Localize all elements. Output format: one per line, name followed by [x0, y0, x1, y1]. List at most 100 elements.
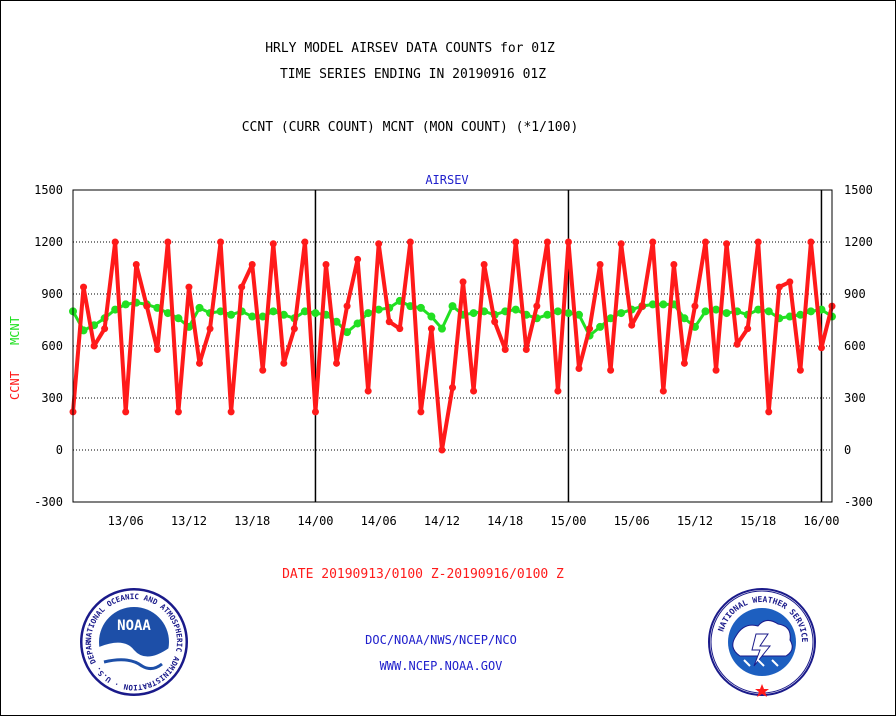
data-point-ccnt: [596, 261, 604, 269]
data-point-ccnt: [206, 325, 214, 333]
y-tick-label-left: 600: [41, 339, 63, 353]
data-point-ccnt: [670, 261, 678, 269]
data-point-ccnt: [438, 446, 446, 454]
data-point-ccnt: [680, 359, 688, 367]
data-point-mcnt: [374, 305, 383, 314]
data-point-ccnt: [290, 325, 298, 333]
x-tick-label: 15/12: [677, 514, 713, 528]
x-tick-label: 14/18: [487, 514, 523, 528]
plot-title-airsev: AIRSEV: [425, 173, 468, 187]
x-tick-label: 15/00: [550, 514, 586, 528]
data-point-mcnt: [427, 312, 436, 321]
data-point-mcnt: [722, 309, 731, 318]
data-point-ccnt: [153, 345, 161, 353]
data-point-ccnt: [259, 366, 267, 374]
data-point-ccnt: [459, 278, 467, 286]
data-point-mcnt: [606, 314, 615, 323]
data-point-mcnt: [659, 300, 668, 309]
data-point-mcnt: [174, 314, 183, 323]
data-point-mcnt: [448, 302, 457, 311]
series-layer: [69, 238, 836, 454]
data-point-ccnt: [227, 408, 235, 416]
data-point-ccnt: [617, 240, 625, 248]
yaxis-label-mcnt: MCNT: [8, 316, 22, 345]
data-point-ccnt: [533, 302, 541, 310]
data-point-ccnt: [628, 321, 636, 329]
data-point-ccnt: [712, 366, 720, 374]
data-point-ccnt: [333, 359, 341, 367]
data-point-mcnt: [279, 310, 288, 319]
data-point-mcnt: [353, 319, 362, 328]
data-point-ccnt: [343, 302, 351, 310]
data-point-ccnt: [185, 283, 193, 291]
data-point-mcnt: [701, 307, 710, 316]
data-point-ccnt: [122, 408, 130, 416]
data-point-ccnt: [269, 240, 277, 248]
data-point-ccnt: [427, 325, 435, 333]
data-point-mcnt: [469, 309, 478, 318]
chart-subtitle: CCNT (CURR COUNT) MCNT (MON COUNT) (*1/1…: [242, 120, 579, 135]
data-point-ccnt: [385, 318, 393, 326]
data-point-ccnt: [543, 238, 551, 246]
chart-title-line1: HRLY MODEL AIRSEV DATA COUNTS for 01Z: [265, 41, 555, 56]
data-point-mcnt: [806, 307, 815, 316]
x-tick-label: 13/12: [171, 514, 207, 528]
plot-border: [72, 189, 833, 503]
data-point-ccnt: [522, 345, 530, 353]
y-tick-label-right: 0: [844, 443, 851, 457]
data-point-ccnt: [512, 238, 520, 246]
data-point-mcnt: [163, 309, 172, 318]
data-point-ccnt: [480, 261, 488, 269]
x-tick-label: 14/12: [424, 514, 460, 528]
data-point-ccnt: [101, 325, 109, 333]
data-point-mcnt: [437, 324, 446, 333]
data-point-mcnt: [416, 303, 425, 312]
x-tick-label: 13/06: [108, 514, 144, 528]
data-point-mcnt: [764, 307, 773, 316]
data-point-ccnt: [280, 359, 288, 367]
data-point-ccnt: [248, 261, 256, 269]
data-point-mcnt: [680, 314, 689, 323]
data-point-ccnt: [90, 342, 98, 350]
data-point-ccnt: [607, 366, 615, 374]
y-tick-label-left: 900: [41, 287, 63, 301]
data-point-mcnt: [754, 305, 763, 314]
data-point-ccnt: [723, 240, 731, 248]
data-point-ccnt: [733, 340, 741, 348]
data-point-ccnt: [417, 408, 425, 416]
data-point-ccnt: [311, 408, 319, 416]
data-point-ccnt: [554, 387, 562, 395]
data-point-mcnt: [216, 307, 225, 316]
data-point-ccnt: [143, 302, 151, 310]
noaa-logo: NATIONAL OCEANIC AND ATMOSPHERIC ADMINIS…: [80, 588, 188, 696]
data-point-ccnt: [375, 240, 383, 248]
data-point-mcnt: [712, 305, 721, 314]
data-point-ccnt: [322, 261, 330, 269]
data-point-ccnt: [238, 283, 246, 291]
y-tick-label-right: 600: [844, 339, 866, 353]
data-point-ccnt: [217, 238, 225, 246]
data-point-ccnt: [638, 302, 646, 310]
nws-logo: NATIONAL WEATHER SERVICE: [708, 588, 816, 697]
x-tick-label: 13/18: [234, 514, 270, 528]
data-point-mcnt: [258, 312, 267, 321]
y-tick-labels: -300 -300 0 0 300 300 600 600 900 900 1200 1200 1500…: [34, 183, 873, 509]
data-point-mcnt: [343, 328, 352, 337]
data-point-mcnt: [311, 309, 320, 318]
data-point-ccnt: [132, 261, 140, 269]
yaxis-label-ccnt: CCNT: [8, 371, 22, 400]
data-point-ccnt: [775, 283, 783, 291]
data-point-mcnt: [269, 307, 278, 316]
y-tick-label-right: 900: [844, 287, 866, 301]
data-point-mcnt: [575, 310, 583, 319]
data-point-ccnt: [796, 366, 804, 374]
data-point-ccnt: [301, 238, 309, 246]
data-point-ccnt: [754, 238, 762, 246]
x-tick-label: 14/06: [361, 514, 397, 528]
website-label: WWW.NCEP.NOAA.GOV: [380, 659, 503, 673]
data-point-ccnt: [364, 387, 372, 395]
y-tick-label-right: 1200: [844, 235, 873, 249]
nws-star-icon: [755, 684, 769, 697]
x-tick-label: 15/18: [740, 514, 776, 528]
